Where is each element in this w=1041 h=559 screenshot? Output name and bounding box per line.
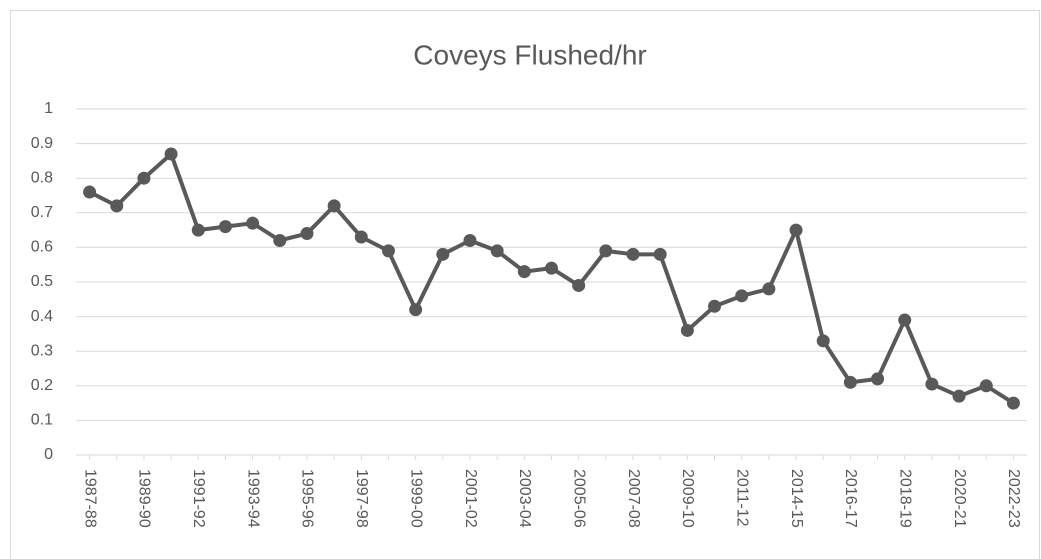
x-tick-label: 2005-06 (570, 469, 587, 528)
marker (599, 244, 613, 258)
marker (300, 227, 314, 241)
marker (164, 147, 178, 161)
x-tick-label: 2009-10 (679, 469, 696, 528)
y-tick-label: 0.3 (31, 342, 53, 359)
marker (708, 299, 722, 313)
marker (762, 282, 776, 296)
marker (354, 230, 368, 244)
marker (463, 233, 477, 247)
y-tick-label: 0.2 (31, 377, 53, 394)
marker (680, 323, 694, 337)
marker (218, 220, 232, 234)
x-tick-label: 2007-08 (625, 469, 642, 528)
marker (83, 185, 97, 199)
marker (436, 247, 450, 261)
marker (626, 247, 640, 261)
marker (545, 261, 558, 275)
y-tick-label: 0.8 (31, 169, 53, 186)
chart-border (10, 10, 1040, 559)
y-tick-label: 0.1 (31, 412, 53, 429)
marker (925, 377, 939, 391)
y-tick-label: 0.6 (31, 239, 53, 256)
marker (1006, 396, 1020, 410)
x-tick-label: 2011-12 (733, 469, 750, 527)
marker (952, 389, 966, 403)
marker (735, 289, 749, 303)
x-tick-label: 1993-94 (244, 469, 261, 528)
chart-title: Coveys Flushed/hr (413, 39, 646, 70)
marker (653, 247, 667, 261)
x-tick-label: 2003-04 (516, 469, 533, 528)
x-tick-label: 2001-02 (462, 469, 479, 528)
y-tick-label: 0.5 (31, 273, 53, 290)
x-tick-label: 1997-98 (353, 469, 370, 528)
y-tick-label: 0.4 (31, 308, 53, 325)
x-tick-label: 2014-15 (788, 469, 805, 528)
marker (871, 372, 885, 386)
x-tick-label: 2018-19 (896, 469, 913, 528)
x-tick-label: 2016-17 (842, 469, 859, 528)
x-tick-label: 1991-92 (190, 469, 207, 528)
marker (898, 313, 912, 327)
line (88, 151, 1015, 405)
y-tick-label: 1 (44, 100, 53, 117)
marker (843, 375, 857, 389)
y-tick-label: 0 (44, 446, 53, 463)
x-tick-label: 1999-00 (407, 469, 424, 528)
y-tick-label: 0.9 (31, 135, 53, 152)
marker (816, 334, 830, 348)
marker (327, 199, 341, 213)
x-tick-label: 1995-96 (299, 469, 316, 528)
marker (191, 223, 205, 237)
marker (137, 171, 151, 185)
x-tick-label: 2022-23 (1005, 469, 1022, 528)
y-tick-label: 0.7 (31, 204, 53, 221)
x-tick-label: 1987-88 (81, 469, 98, 528)
marker (789, 223, 803, 237)
marker (979, 379, 993, 393)
marker (409, 303, 423, 317)
marker (517, 265, 531, 279)
marker (572, 278, 586, 292)
marker (490, 244, 504, 258)
marker (381, 244, 395, 258)
marker (110, 199, 124, 213)
x-tick-label: 1989-90 (136, 469, 153, 528)
x-tick-label: 2020-21 (951, 469, 968, 528)
marker (273, 233, 287, 247)
marker (246, 216, 260, 230)
